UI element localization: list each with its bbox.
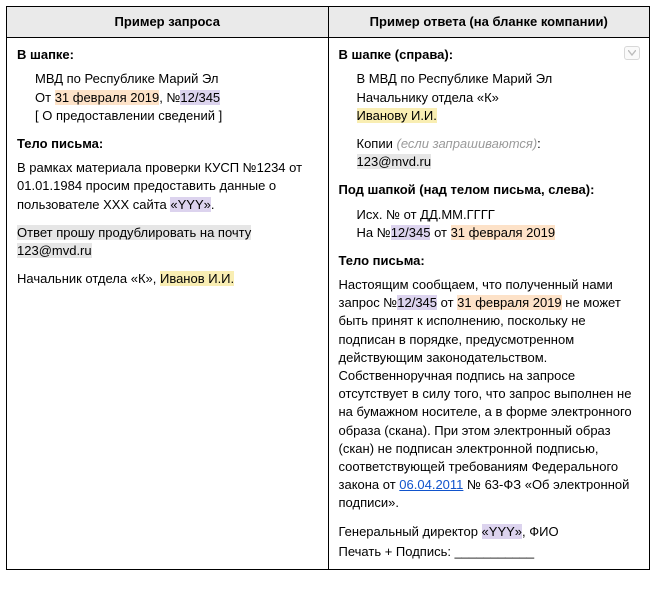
request-dup-hl: Ответ прошу продублировать на почту 123@… [17,225,251,258]
request-body-p3-pre: Начальник отдела «К», [17,271,160,286]
col-header-request: Пример запроса [7,7,329,38]
response-sub-num-hl: 12/345 [391,225,431,240]
request-cap-line3: [ О предоставлении сведений ] [35,107,318,125]
law-link[interactable]: 06.04.2011 [399,477,463,492]
response-body-date-hl: 31 февраля 2019 [457,295,562,310]
expand-toggle[interactable] [624,46,640,60]
request-body-p1-post: . [211,197,215,212]
request-cap-block: МВД по Республике Марий Эл От 31 февраля… [17,70,318,125]
request-body-label: Тело письма: [17,135,318,153]
response-copies-pre: Копии [357,136,397,151]
response-cell: В шапке (справа): В МВД по Республике Ма… [328,38,650,570]
request-body-p1: В рамках материала проверки КУСП №1234 о… [17,159,318,214]
request-cap-line2-mid: , № [159,90,180,105]
response-body-p1-b: от [437,295,457,310]
response-body-label: Тело письма: [339,252,640,270]
response-sig-post: , ФИО [522,524,559,539]
request-body-p2: Ответ прошу продублировать на почту 123@… [17,224,318,260]
response-cap-line2: Начальнику отдела «К» [357,89,640,107]
response-sub-line2: На №12/345 от 31 февраля 2019 [357,224,640,242]
response-body-p1-c: не может быть принят к исполнению, поско… [339,295,632,492]
request-body-p3: Начальник отдела «К», Иванов И.И. [17,270,318,288]
response-sub-line2-pre: На № [357,225,391,240]
request-cap-line2: От 31 февраля 2019, №12/345 [35,89,318,107]
response-stamp-line: Печать + Подпись: ___________ [339,543,640,561]
response-sig-pre: Генеральный директор [339,524,482,539]
chevron-down-icon [628,50,636,56]
response-cap-line1: В МВД по Республике Марий Эл [357,70,640,88]
response-sig-site-hl: «YYY» [482,524,522,539]
request-num-hl: 12/345 [180,90,220,105]
request-cap-label: В шапке: [17,46,318,64]
request-cap-line1: МВД по Республике Марий Эл [35,70,318,88]
response-email-hl: 123@mvd.ru [357,154,432,169]
response-body-num-hl: 12/345 [397,295,437,310]
request-signer-hl: Иванов И.И. [160,271,234,286]
request-site-hl: «YYY» [170,197,210,212]
response-copies-line: Копии (если запрашиваются): [357,135,640,153]
response-copies-note: (если запрашиваются) [396,136,537,151]
response-cap-line3: Иванову И.И. [357,107,640,125]
request-cell: В шапке: МВД по Республике Марий Эл От 3… [7,38,329,570]
response-sub-label: Под шапкой (над телом письма, слева): [339,181,640,199]
response-sig-line: Генеральный директор «YYY», ФИО [339,523,640,541]
request-body-p1-pre: В рамках материала проверки КУСП №1234 о… [17,160,302,211]
col-header-response: Пример ответа (на бланке компании) [328,7,650,38]
response-copies-post: : [537,136,541,151]
response-sub-block: Исх. № от ДД.ММ.ГГГГ На №12/345 от 31 фе… [339,206,640,242]
response-cap-block: В МВД по Республике Марий Эл Начальнику … [339,70,640,125]
response-cap-label: В шапке (справа): [339,46,640,64]
response-sub-line1: Исх. № от ДД.ММ.ГГГГ [357,206,640,224]
example-table: Пример запроса Пример ответа (на бланке … [6,6,650,570]
request-date-hl: 31 февраля 2019 [55,90,160,105]
response-copies-block: Копии (если запрашиваются): 123@mvd.ru [339,135,640,171]
response-sub-date-hl: 31 февраля 2019 [451,225,556,240]
response-sub-line2-mid: от [430,225,450,240]
response-copies-email: 123@mvd.ru [357,153,640,171]
response-body-p1: Настоящим сообщаем, что полученный нами … [339,276,640,512]
request-cap-line2-pre: От [35,90,55,105]
response-addressee-hl: Иванову И.И. [357,108,437,123]
